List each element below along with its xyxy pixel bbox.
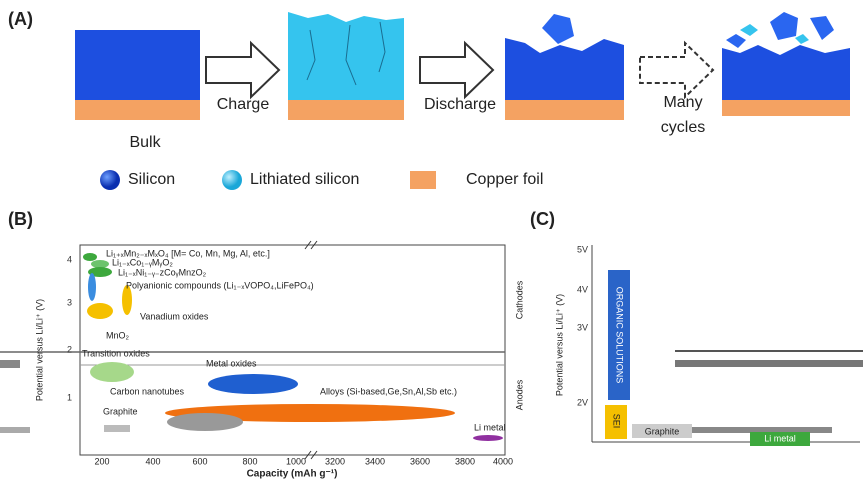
material-label: Polyanionic compounds (Li₁₋ₓVOPO₄,LiFePO… — [126, 280, 314, 290]
discharged-block — [505, 14, 624, 120]
bar-label: ORGANIC SOLUTIONS — [615, 287, 625, 384]
arrow — [205, 40, 281, 100]
region-label: Cathodes — [514, 280, 524, 319]
decoration — [0, 360, 20, 368]
y-tick: 4V — [577, 284, 588, 294]
arrow — [419, 40, 495, 100]
material-label: Li₁₋ₓNi₁₋ᵧ₋zCoᵧMnzO₂ — [118, 267, 207, 277]
divider — [675, 360, 863, 367]
legend-label: Silicon — [128, 171, 175, 188]
y-tick: 2 — [67, 344, 72, 354]
material-label: Graphite — [103, 406, 138, 416]
arrow-label: Many — [663, 94, 702, 111]
bar-label: SEI — [612, 414, 622, 429]
y-tick: 5V — [577, 244, 588, 254]
decoration — [0, 427, 30, 433]
arrow-label: cycles — [661, 119, 705, 136]
x-tick: 3600 — [410, 456, 430, 466]
material-label: Alloys (Si-based,Ge,Sn,Al,Sb etc.) — [320, 386, 457, 396]
divider — [675, 350, 863, 352]
cycled-block — [722, 12, 850, 116]
material-region — [208, 374, 298, 394]
x-tick: 1000 — [286, 456, 306, 466]
region-label: Anodes — [514, 379, 524, 410]
material-region — [122, 285, 132, 315]
x-tick: 800 — [242, 456, 257, 466]
bar — [632, 424, 692, 438]
y-tick: 1 — [67, 392, 72, 402]
stage-label: Bulk — [129, 134, 161, 151]
material-label: Li metal — [474, 422, 506, 432]
panel-label: (B) — [8, 209, 33, 229]
x-tick: 3400 — [365, 456, 385, 466]
axis-title: Potential versus Li/Li⁺ (V) — [34, 299, 44, 401]
plot-frame — [79, 244, 506, 456]
arrow-label: Charge — [217, 96, 270, 113]
material-label: MnO₂ — [106, 330, 130, 340]
bar — [750, 432, 810, 446]
bar-label: Li metal — [764, 433, 796, 443]
material-label: Metal oxides — [206, 358, 257, 368]
arrow — [639, 40, 715, 100]
material-label: Transition oxides — [82, 348, 150, 358]
material-region — [90, 362, 134, 382]
material-region — [167, 413, 243, 431]
arrow-label: Discharge — [424, 96, 496, 113]
bulk-block — [75, 30, 200, 120]
material-region — [473, 435, 503, 441]
material-label: Li₁₋ₓCo₁₋ᵧMᵧO₂ — [112, 257, 173, 267]
panel-label: (C) — [530, 209, 555, 229]
x-tick: 400 — [145, 456, 160, 466]
material-region — [91, 260, 109, 268]
material-label: Carbon nanotubes — [110, 386, 185, 396]
material-region — [88, 267, 112, 277]
axis-title: Capacity (mAh g⁻¹) — [247, 469, 338, 480]
bar — [608, 270, 630, 400]
legend-label: Copper foil — [466, 171, 543, 188]
bar — [605, 405, 627, 439]
axis-title: Potential versus Li/Li⁺ (V) — [554, 294, 564, 396]
material-region — [88, 273, 96, 301]
legend-swatch — [222, 170, 242, 190]
material-label: Li₁₊ₓMn₂₋ₓMₓO₄ [M= Co, Mn, Mg, Al, etc.] — [106, 248, 270, 258]
y-tick: 4 — [67, 254, 72, 264]
material-label: Vanadium oxides — [140, 311, 209, 321]
y-tick: 3 — [67, 297, 72, 307]
y-tick: 2V — [577, 397, 588, 407]
legend-label: Lithiated silicon — [250, 171, 359, 188]
material-region — [83, 253, 97, 261]
x-tick: 3200 — [325, 456, 345, 466]
y-tick: 3V — [577, 322, 588, 332]
bar — [692, 427, 832, 433]
axis-break — [304, 240, 318, 460]
material-region — [87, 303, 113, 319]
x-tick: 4000 — [493, 456, 513, 466]
x-tick: 600 — [192, 456, 207, 466]
x-tick: 3800 — [455, 456, 475, 466]
legend-swatch — [410, 171, 436, 189]
legend-swatch — [100, 170, 120, 190]
panel-label: (A) — [8, 9, 33, 29]
bar-label: Graphite — [645, 426, 680, 436]
material-region — [104, 425, 130, 432]
x-tick: 200 — [94, 456, 109, 466]
lithiated-block — [288, 12, 404, 120]
